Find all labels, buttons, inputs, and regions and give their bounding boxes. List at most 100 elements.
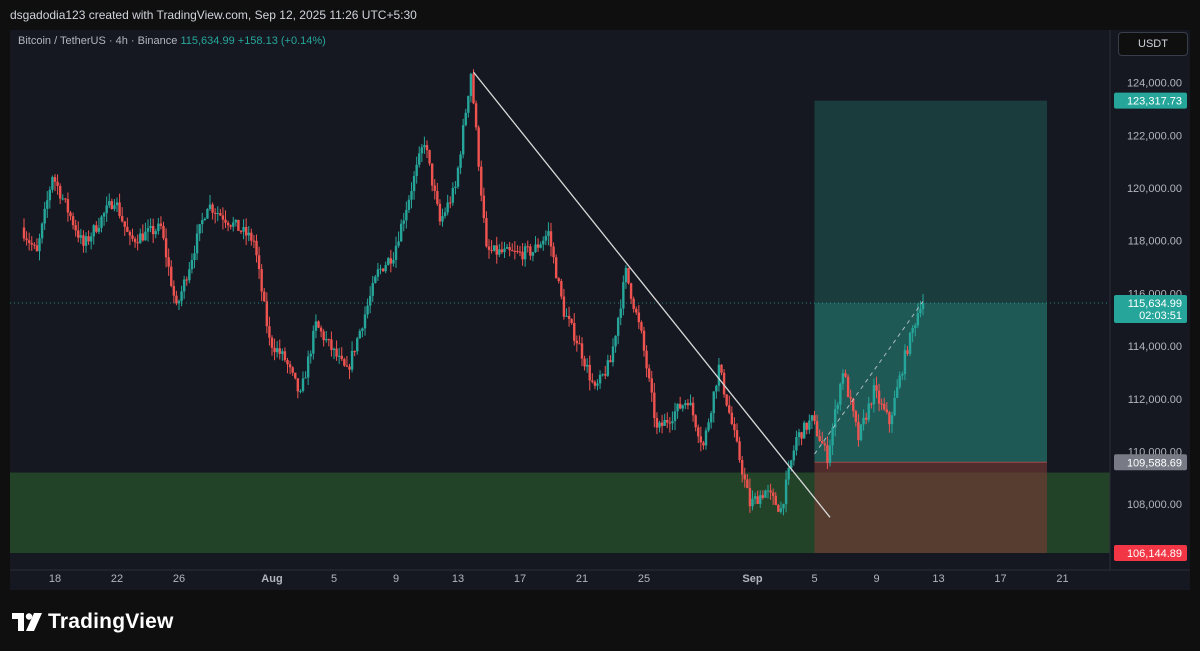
- x-tick-label: 25: [638, 573, 650, 585]
- candle-body: [609, 360, 612, 363]
- candle-body: [335, 348, 338, 357]
- candle-body: [867, 403, 870, 420]
- candle: [777, 503, 780, 513]
- candle-body: [826, 445, 829, 463]
- candle: [523, 243, 527, 267]
- candle-body: [301, 378, 305, 391]
- candle: [753, 492, 757, 505]
- candle: [325, 330, 328, 343]
- candle-body: [686, 403, 690, 406]
- candle: [567, 306, 571, 327]
- candle: [751, 490, 754, 511]
- candle-body: [877, 390, 881, 404]
- candle: [118, 193, 121, 219]
- candle: [454, 180, 457, 195]
- candle-body: [456, 167, 460, 187]
- candle: [588, 355, 591, 391]
- candle: [833, 399, 837, 437]
- candle-body: [593, 381, 597, 386]
- candle-body: [69, 212, 72, 217]
- candle-body: [712, 391, 715, 414]
- candle-body: [108, 201, 111, 206]
- candle: [144, 222, 147, 241]
- candle-body: [247, 232, 250, 236]
- candle-body: [818, 436, 821, 442]
- candle: [699, 426, 703, 452]
- candle: [678, 396, 682, 410]
- candle-body: [691, 402, 695, 416]
- candle: [846, 374, 850, 398]
- candle-body: [144, 231, 147, 241]
- candle: [580, 337, 584, 367]
- candle: [159, 216, 163, 230]
- candle: [521, 243, 524, 266]
- candle: [725, 394, 728, 407]
- tradingview-logo[interactable]: TradingView: [12, 610, 174, 634]
- candle-body: [508, 247, 511, 251]
- candle-body: [684, 403, 687, 406]
- candle-body: [893, 397, 896, 416]
- candle: [624, 265, 628, 289]
- candle: [317, 320, 320, 329]
- candle: [668, 417, 672, 433]
- currency-button[interactable]: USDT: [1118, 32, 1188, 56]
- price-badge-text: 106,144.89: [1127, 548, 1182, 560]
- candle-body: [66, 199, 70, 213]
- candle: [322, 329, 325, 347]
- candle-body: [883, 403, 886, 410]
- candle: [831, 423, 834, 456]
- candle-body: [167, 257, 170, 267]
- candle-body: [490, 249, 493, 251]
- candle: [828, 439, 832, 467]
- candle: [534, 236, 537, 254]
- candle-body: [381, 268, 385, 272]
- candle: [702, 440, 705, 450]
- candle: [208, 195, 212, 211]
- candle: [203, 217, 207, 221]
- candle: [740, 455, 744, 483]
- candle-body: [740, 459, 744, 475]
- candle: [265, 292, 269, 334]
- candle-body: [500, 249, 504, 253]
- candle-body: [774, 495, 777, 505]
- candle: [655, 412, 659, 435]
- candle: [376, 262, 380, 282]
- candle-body: [487, 246, 491, 250]
- candle-body: [554, 257, 558, 279]
- candle-body: [699, 436, 703, 443]
- candle-body: [286, 360, 289, 365]
- candle-body: [309, 353, 312, 357]
- candle-body: [348, 366, 351, 370]
- candle-body: [676, 403, 679, 412]
- x-tick-label: 9: [393, 573, 399, 585]
- candle-body: [728, 405, 731, 413]
- candle: [596, 379, 599, 391]
- symbol-info: Bitcoin / TetherUS · 4h · Binance 115,63…: [18, 35, 326, 47]
- candle-body: [288, 364, 292, 368]
- candle: [381, 268, 385, 272]
- candle: [415, 156, 418, 184]
- candle-body: [792, 450, 796, 461]
- candle: [916, 303, 920, 329]
- candle: [425, 140, 429, 159]
- candle: [283, 347, 287, 363]
- candle: [782, 503, 785, 516]
- candle-body: [557, 278, 560, 282]
- candle-body: [151, 225, 155, 235]
- candle-body: [146, 228, 150, 232]
- candle-body: [464, 112, 467, 126]
- candle-body: [738, 441, 741, 460]
- candle: [123, 221, 126, 236]
- candle: [79, 228, 83, 245]
- candle: [676, 403, 679, 419]
- candle-body: [226, 222, 230, 226]
- candle: [115, 197, 119, 213]
- candle-body: [849, 396, 852, 399]
- candle-body: [898, 375, 901, 388]
- x-tick-label: 18: [49, 573, 61, 585]
- candle: [188, 261, 191, 284]
- candle: [141, 224, 145, 242]
- candle: [647, 364, 651, 382]
- candle-body: [188, 269, 191, 281]
